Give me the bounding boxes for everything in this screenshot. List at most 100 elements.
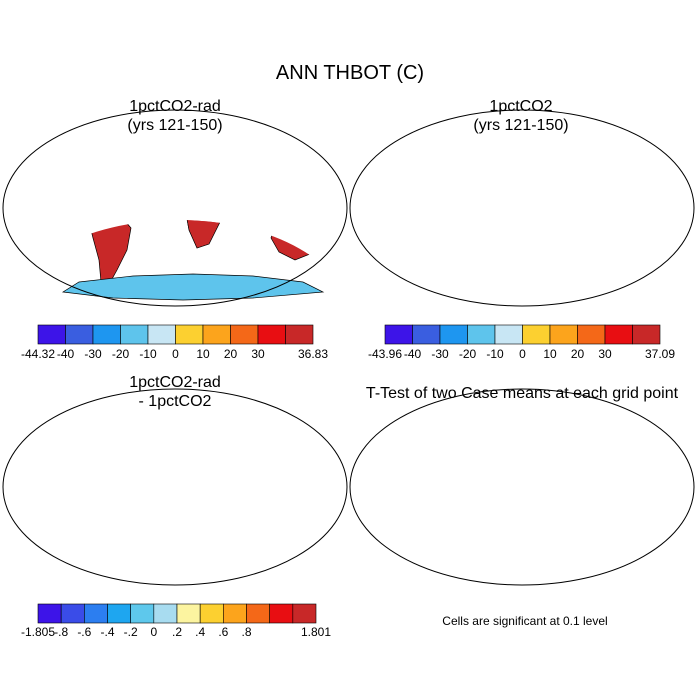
map-panel1-north-america	[39, 124, 137, 208]
map-panel4-antarctica	[410, 553, 670, 579]
colorbar-panel1-label: 20	[224, 347, 238, 361]
map-panel3-africa	[167, 445, 227, 527]
map-panel2-land	[386, 116, 676, 300]
map-panel4-north-america	[386, 403, 484, 487]
colorbar-panel1-swatch	[257, 324, 286, 345]
colorbar-panel3-swatch	[130, 603, 155, 624]
colorbar-panel1-swatch	[175, 324, 204, 345]
map-panel3-border	[2, 388, 348, 586]
map-panel1-asia	[209, 122, 329, 190]
colorbar-panel1-label: 30	[251, 347, 265, 361]
map-panel2-asia	[556, 122, 676, 190]
colorbar-panel3-label: .2	[172, 625, 182, 639]
map-panel1	[2, 109, 348, 307]
colorbar-panel2: -43.96 -40 -30 -20 -10 0 10 20 30 37.09	[368, 324, 675, 361]
colorbar-panel3-swatch	[153, 603, 178, 624]
map-panel1-indonesia	[269, 198, 307, 214]
panel3-title: 1pctCO2-rad - 1pctCO2	[70, 373, 280, 411]
colorbar-panel2-swatch	[522, 324, 551, 345]
colorbar-panel3-label: -.4	[100, 625, 114, 639]
colorbar-panel1-label: -40	[57, 347, 75, 361]
colorbar-panel1-swatch	[230, 324, 259, 345]
panel3-title-line1: 1pctCO2-rad	[129, 374, 221, 391]
map-panel2-border	[349, 109, 695, 307]
panel2-title-line2: (yrs 121-150)	[473, 117, 569, 134]
colorbar-panel2-swatch	[494, 324, 523, 345]
colorbar-panel2-label: -30	[431, 347, 449, 361]
map-panel2-north-america	[386, 124, 484, 208]
map-panel2-greenland	[478, 116, 510, 138]
colorbar-panel2-label: 0	[519, 347, 526, 361]
colorbar-panel3-label: .6	[218, 625, 228, 639]
colorbar-panel2-label: 30	[598, 347, 612, 361]
colorbar-panel3: -1.805 -.8 -.6 -.4 -.2 0 .2 .4 .6 .8 1.801	[21, 603, 331, 639]
colorbar-panel1-swatch	[202, 324, 231, 345]
map-panel3-south-america	[89, 489, 131, 567]
colorbar-panel3-swatch	[107, 603, 131, 624]
map-panel1-border	[2, 109, 348, 307]
colorbar-panel2-label: -43.96	[368, 347, 402, 361]
colorbar-panel3-label: -.2	[124, 625, 138, 639]
map-panel2-europe	[522, 132, 566, 162]
figure-title: ANN THBOT (C)	[275, 62, 425, 84]
colorbar-panel1-swatch	[285, 324, 314, 345]
map-panel1-australia	[270, 220, 320, 261]
panel1-title-line2: (yrs 121-150)	[127, 117, 223, 134]
colorbar-panel1-label: 36.83	[298, 347, 328, 361]
map-panel3-asia	[209, 401, 329, 469]
map-panel2-australia	[618, 220, 666, 260]
map-panel1-greenland	[131, 116, 163, 138]
colorbar-panel3-swatch	[292, 603, 317, 624]
map-panel4-australia	[618, 499, 666, 539]
map-panel1-europe	[175, 132, 219, 162]
colorbar-panel3-swatch	[223, 603, 247, 624]
colorbar-panel3-label: 1.801	[301, 625, 331, 639]
colorbar-panel2-label: -40	[404, 347, 422, 361]
colorbar-panel1-swatch	[120, 324, 149, 345]
map-panel4-greenland	[478, 395, 510, 417]
colorbar-panel2-swatch	[384, 324, 413, 345]
colorbar-panel3-label: -.6	[77, 625, 91, 639]
map-panel3-north-america	[39, 403, 137, 487]
colorbar-panel2-swatch	[439, 324, 468, 345]
colorbar-panel3-swatch	[176, 603, 201, 624]
map-panel2-africa	[514, 166, 574, 248]
colorbar-panel3-swatch	[60, 603, 85, 624]
map-panel1-south-america	[88, 220, 132, 289]
colorbar-panel1-label: 10	[196, 347, 210, 361]
map-panel2-antarctica	[410, 274, 670, 300]
panel4-title: T-Test of two Case means at each grid po…	[352, 384, 692, 403]
colorbar-panel3-swatch	[246, 603, 270, 624]
colorbar-panel1: -44.32 -40 -30 -20 -10 0 10 20 30 36.83	[21, 324, 328, 361]
colorbar-panel1-label: 0	[172, 347, 179, 361]
map-panel4-south-america	[436, 489, 478, 567]
colorbar-panel3-swatch	[199, 603, 224, 624]
colorbar-panel3-label: .8	[241, 625, 251, 639]
colorbar-panel2-swatch	[467, 324, 496, 345]
colorbar-panel2-swatch	[604, 324, 633, 345]
colorbar-panel1-label: -10	[139, 347, 157, 361]
map-panel3-antarctica	[63, 553, 323, 579]
colorbar-panel2-label: -20	[459, 347, 477, 361]
map-panel4-border	[349, 388, 695, 586]
map-panel2-south-america	[436, 210, 478, 288]
panel4-title-line1: T-Test of two Case means at each grid po…	[365, 385, 679, 402]
map-panel3-europe	[175, 411, 219, 441]
map-panel4-asia	[556, 401, 676, 469]
map-panel4	[349, 388, 695, 586]
map-panel3-greenland	[131, 395, 163, 417]
map-panel3-land	[39, 395, 329, 579]
colorbar-panel2-swatch	[577, 324, 606, 345]
map-panel3-australia	[271, 499, 319, 539]
colorbar-panel1-label: -44.32	[21, 347, 55, 361]
map-panel4-indonesia	[616, 477, 654, 493]
colorbar-panel2-label: -10	[486, 347, 504, 361]
colorbar-panel1-swatch	[147, 324, 176, 345]
panel3-title-line2: - 1pctCO2	[138, 393, 212, 410]
colorbar-panel3-label: -1.805	[21, 625, 55, 639]
colorbar-panel3-label: 0	[150, 625, 157, 639]
map-panel4-europe	[522, 411, 566, 441]
significance-note: Cells are significant at 0.1 level	[442, 614, 608, 628]
map-panel4-africa	[514, 445, 574, 527]
